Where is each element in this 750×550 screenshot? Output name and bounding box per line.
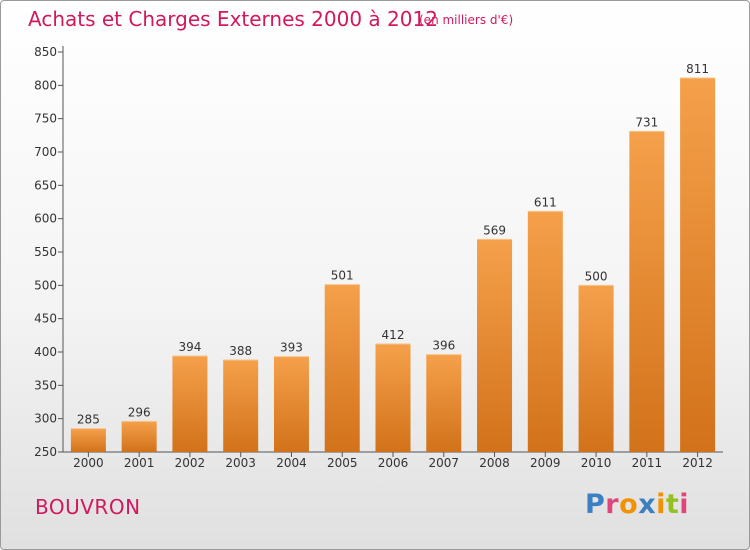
x-tick-label: 2010 bbox=[581, 456, 612, 470]
data-label: 393 bbox=[280, 341, 303, 355]
data-label: 285 bbox=[77, 413, 100, 427]
y-tick-label: 500 bbox=[34, 278, 57, 292]
y-tick-label: 350 bbox=[34, 378, 57, 392]
bar bbox=[324, 284, 360, 452]
data-label: 731 bbox=[635, 115, 658, 129]
y-tick-label: 600 bbox=[34, 212, 57, 226]
data-label: 396 bbox=[432, 339, 455, 353]
x-tick-label: 2003 bbox=[225, 456, 256, 470]
x-tick-label: 2002 bbox=[175, 456, 206, 470]
data-label: 811 bbox=[686, 62, 709, 76]
x-tick-label: 2006 bbox=[378, 456, 409, 470]
chart-unit: (en milliers d'€) bbox=[419, 13, 514, 27]
logo-letter: o bbox=[619, 489, 639, 520]
x-tick-label: 2009 bbox=[530, 456, 561, 470]
bar bbox=[629, 131, 665, 453]
bar bbox=[477, 239, 513, 452]
data-label: 394 bbox=[178, 340, 201, 354]
y-tick-label: 250 bbox=[34, 445, 57, 459]
logo-letter: t bbox=[665, 489, 680, 520]
bar bbox=[578, 285, 614, 452]
bar bbox=[70, 428, 106, 452]
data-label: 611 bbox=[534, 195, 557, 209]
x-tick-label: 2000 bbox=[73, 456, 104, 470]
x-tick-label: 2012 bbox=[682, 456, 713, 470]
y-tick-label: 400 bbox=[34, 345, 57, 359]
chart-title: Achats et Charges Externes 2000 à 2012 bbox=[28, 7, 438, 31]
bar bbox=[375, 344, 411, 452]
bar bbox=[273, 356, 309, 452]
logo-letter: r bbox=[605, 489, 620, 520]
logo-letter: i bbox=[679, 489, 690, 520]
bar bbox=[426, 354, 462, 452]
y-tick-label: 550 bbox=[34, 245, 57, 259]
x-tick-label: 2008 bbox=[479, 456, 510, 470]
y-tick-label: 800 bbox=[34, 78, 57, 92]
data-label: 412 bbox=[382, 328, 405, 342]
data-label: 500 bbox=[585, 269, 608, 283]
logo-letter: P bbox=[585, 489, 606, 520]
y-tick-label: 700 bbox=[34, 145, 57, 159]
bar bbox=[121, 421, 157, 452]
commune-name: BOUVRON bbox=[35, 495, 141, 519]
y-tick-label: 650 bbox=[34, 178, 57, 192]
data-label: 501 bbox=[331, 269, 354, 283]
data-label: 569 bbox=[483, 223, 506, 237]
y-tick-label: 750 bbox=[34, 112, 57, 126]
y-tick-label: 450 bbox=[34, 312, 57, 326]
y-tick-label: 850 bbox=[34, 45, 57, 59]
bar bbox=[527, 211, 563, 452]
x-tick-label: 2007 bbox=[428, 456, 459, 470]
data-label: 388 bbox=[229, 344, 252, 358]
x-tick-label: 2011 bbox=[632, 456, 663, 470]
bar bbox=[223, 360, 259, 452]
proxiti-logo: Proxiti bbox=[585, 489, 689, 520]
y-tick-label: 300 bbox=[34, 412, 57, 426]
data-label: 296 bbox=[128, 405, 151, 419]
x-tick-label: 2004 bbox=[276, 456, 307, 470]
x-tick-label: 2001 bbox=[124, 456, 155, 470]
bar bbox=[172, 356, 208, 452]
logo-letter: i bbox=[656, 489, 666, 520]
bar bbox=[680, 78, 716, 452]
x-tick-label: 2005 bbox=[327, 456, 358, 470]
logo-letter: x bbox=[638, 489, 657, 520]
